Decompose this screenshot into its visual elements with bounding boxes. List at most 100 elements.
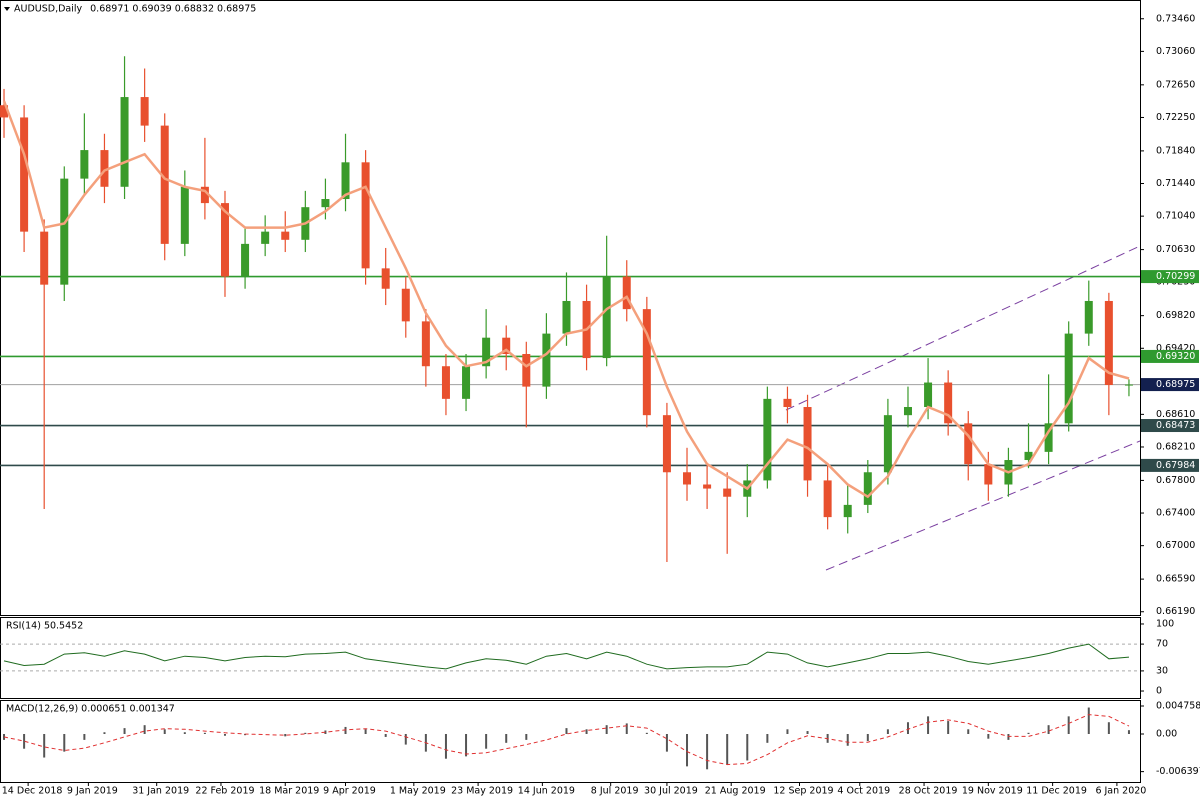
histogram-bar <box>505 734 508 743</box>
x-tick-label: 8 Jul 2019 <box>591 786 639 797</box>
candle-body <box>80 150 89 179</box>
candle-body <box>361 162 370 269</box>
candle-body <box>381 268 390 289</box>
candle-body <box>622 276 631 310</box>
candle-body <box>40 231 49 285</box>
symbol-menu-arrow[interactable] <box>4 7 10 11</box>
y-tick-label: 0.66190 <box>1156 606 1195 617</box>
candle-body <box>903 407 912 416</box>
x-tick-label: 9 Jan 2019 <box>67 786 118 797</box>
histogram-bar <box>605 725 608 734</box>
candle-body <box>1044 423 1053 452</box>
y-tick-label: -0.006397 <box>1156 766 1200 777</box>
panel-title: RSI(14) 50.5452 <box>6 621 83 632</box>
histogram-bar <box>1087 707 1090 734</box>
x-tick-label: 1 May 2019 <box>390 786 446 797</box>
candle-body <box>60 178 69 285</box>
candle-body <box>562 300 571 334</box>
y-tick-label: 0.00 <box>1156 729 1177 740</box>
histogram-bar <box>625 723 628 734</box>
candle-body <box>1084 300 1093 334</box>
x-tick-label: 23 May 2019 <box>451 786 513 797</box>
candle-body <box>662 415 671 473</box>
histogram-bar <box>927 716 930 734</box>
y-tick-label: 0.69420 <box>1156 343 1195 354</box>
x-tick-label: 14 Dec 2018 <box>2 786 63 797</box>
histogram-bar <box>304 732 307 734</box>
histogram-bar <box>284 734 287 737</box>
candle-body <box>401 288 410 322</box>
candle-body <box>602 276 611 359</box>
histogram-bar <box>163 729 166 734</box>
histogram-bar <box>906 722 909 734</box>
x-tick-label: 22 Feb 2019 <box>195 786 254 797</box>
channel-lower-line <box>825 440 1141 571</box>
candle-body <box>180 186 189 244</box>
y-tick-label: 0.73060 <box>1156 46 1195 57</box>
signal-line <box>3 714 1130 766</box>
candle-body <box>421 321 430 367</box>
y-tick-label: 0.67800 <box>1156 475 1195 486</box>
histogram-bar <box>1067 716 1070 734</box>
candle-body <box>1064 333 1073 424</box>
level-price-label: 0.68975 <box>1156 379 1195 390</box>
moving-average-line <box>2 100 1130 499</box>
candle-body <box>160 125 169 244</box>
candle-body <box>281 231 290 240</box>
histogram-bar <box>83 734 86 740</box>
x-tick-label: 18 Mar 2019 <box>259 786 319 797</box>
candle-body <box>1024 451 1033 461</box>
x-tick-label: 19 Nov 2019 <box>962 786 1023 797</box>
panel-title: MACD(12,26,9) 0.000651 0.001347 <box>6 704 175 715</box>
candle-body <box>763 398 772 481</box>
candle-body <box>803 407 812 481</box>
histogram-bar <box>244 734 247 736</box>
y-tick-label: 0.67400 <box>1156 508 1195 519</box>
x-tick-label: 4 Oct 2019 <box>837 786 890 797</box>
x-tick-label: 12 Sep 2019 <box>773 786 833 797</box>
candle-body <box>502 337 511 354</box>
candle-body <box>542 333 551 387</box>
rsi-panel-frame <box>0 617 1141 699</box>
level-price-box <box>1141 270 1199 284</box>
histogram-bar <box>665 734 668 752</box>
x-tick-label: 6 Jan 2020 <box>1095 786 1146 797</box>
y-tick-label: 0.72650 <box>1156 79 1195 90</box>
candle-body <box>703 484 712 489</box>
level-price-box <box>1141 349 1199 363</box>
histogram-bar <box>404 734 407 745</box>
histogram-bar <box>203 732 206 734</box>
histogram-bar <box>465 734 468 757</box>
histogram-bar <box>766 734 769 743</box>
histogram-bar <box>23 734 26 749</box>
histogram-bar <box>645 732 648 734</box>
candle-body <box>0 105 9 118</box>
level-price-box <box>1141 378 1199 392</box>
level-price-box <box>1141 419 1199 433</box>
histogram-bar <box>726 734 729 765</box>
histogram-bar <box>1107 722 1110 734</box>
panel-title: AUDUSD,Daily <box>14 4 83 15</box>
histogram-bar <box>525 734 528 740</box>
histogram-bar <box>746 734 749 761</box>
x-tick-label: 21 Aug 2019 <box>705 786 766 797</box>
candle-body <box>522 353 531 387</box>
price-panel-frame <box>0 0 1141 616</box>
candle-body <box>723 488 732 497</box>
y-tick-label: 100 <box>1156 618 1174 629</box>
candle-body <box>883 415 892 473</box>
candle-body <box>120 97 129 187</box>
candle-body <box>482 337 491 367</box>
candle-body <box>924 382 933 408</box>
histogram-bar <box>384 734 387 737</box>
level-price-box <box>1141 458 1199 472</box>
candle-body <box>1124 384 1133 386</box>
y-tick-label: 0 <box>1156 686 1162 697</box>
candle-body <box>843 504 852 518</box>
histogram-bar <box>866 734 869 742</box>
histogram-bar <box>967 729 970 734</box>
histogram-bar <box>143 725 146 734</box>
histogram-bar <box>686 734 689 767</box>
candle-body <box>964 423 973 465</box>
